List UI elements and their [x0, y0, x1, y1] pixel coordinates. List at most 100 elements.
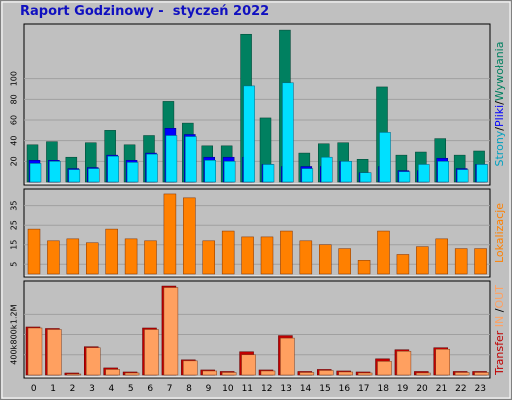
locations-panel-tick-label: 35: [10, 201, 19, 211]
bar-in-out-7: [163, 287, 179, 376]
bar-in-out-18: [377, 361, 392, 376]
bar-strony-17: [359, 172, 372, 183]
transfer-panel-frame: [23, 280, 491, 379]
hour-label-21: 21: [436, 384, 447, 394]
hour-label-4: 4: [109, 384, 115, 394]
visits-panel-tick-label: 60: [10, 115, 19, 125]
legend-locations-part: Lokalizacje: [493, 203, 506, 263]
bar-in-out-9: [202, 370, 217, 376]
bar-strony-14: [301, 168, 314, 183]
hour-label-3: 3: [89, 384, 95, 394]
bar-in-out-1: [47, 329, 62, 376]
visits-panel-frame: [23, 23, 491, 186]
bar-in-out-22: [454, 372, 470, 376]
bar-strony-3: [88, 168, 100, 183]
bar-lokalizacje-5: [124, 238, 138, 275]
hour-label-18: 18: [377, 384, 389, 394]
legend-visits: Strony/Pliki/Wywołania: [493, 42, 506, 167]
visits-panel-tick-label: 20: [10, 156, 19, 166]
hour-label-22: 22: [455, 384, 466, 394]
bar-strony-10: [223, 161, 236, 183]
bar-lokalizacje-17: [357, 260, 371, 275]
bar-in-out-5: [124, 372, 140, 376]
bar-in-out-10: [221, 372, 237, 376]
hour-label-10: 10: [222, 384, 234, 394]
hour-label-15: 15: [319, 384, 330, 394]
bar-strony-8: [185, 136, 197, 183]
bar-strony-18: [379, 132, 391, 183]
legend-transfer-part: /: [493, 308, 506, 312]
bar-lokalizacje-18: [377, 230, 390, 275]
bar-in-out-19: [396, 350, 412, 376]
legend-locations: Lokalizacje: [493, 203, 506, 263]
bar-in-out-8: [183, 360, 198, 376]
visits-panel-tick-label: 100: [10, 71, 19, 86]
bar-in-out-11: [241, 354, 256, 376]
legend-visits-part: Strony: [493, 130, 506, 166]
locations-panel-tick-label: 25: [10, 220, 19, 230]
bar-strony-0: [29, 163, 42, 183]
bar-lokalizacje-22: [454, 248, 468, 275]
bar-lokalizacje-15: [319, 244, 332, 275]
bar-in-out-14: [299, 372, 315, 376]
bar-strony-21: [437, 161, 449, 183]
bar-lokalizacje-13: [280, 230, 293, 275]
bar-in-out-16: [338, 371, 353, 376]
bar-strony-5: [126, 162, 139, 183]
bar-lokalizacje-20: [416, 246, 429, 275]
bar-in-out-15: [319, 370, 334, 376]
hour-label-6: 6: [147, 384, 153, 394]
bar-in-out-23: [474, 372, 489, 376]
bar-in-out-4: [105, 369, 120, 376]
hour-label-0: 0: [31, 384, 37, 394]
legend-visits-part: /: [493, 101, 506, 105]
locations-panel-tick-label: 5: [10, 262, 19, 267]
bar-lokalizacje-1: [47, 240, 60, 275]
bar-in-out-17: [357, 372, 373, 376]
transfer-panel-tick-label: 400k: [10, 344, 19, 364]
hour-label-20: 20: [416, 384, 428, 394]
bar-in-out-13: [280, 337, 295, 376]
bar-lokalizacje-2: [66, 238, 80, 275]
hour-label-9: 9: [206, 384, 212, 394]
bar-strony-9: [204, 160, 216, 183]
bar-lokalizacje-14: [299, 240, 313, 275]
bar-strony-15: [321, 156, 333, 183]
bar-lokalizacje-8: [183, 197, 196, 275]
bar-strony-20: [418, 164, 430, 183]
bar-lokalizacje-3: [86, 242, 99, 275]
bar-strony-6: [146, 153, 158, 183]
hour-label-2: 2: [70, 384, 76, 394]
bar-lokalizacje-23: [474, 248, 487, 275]
hour-label-17: 17: [358, 384, 369, 394]
hour-label-1: 1: [50, 384, 56, 394]
visits-panel-tick-label: 80: [10, 94, 19, 104]
bar-lokalizacje-11: [241, 236, 254, 275]
bar-lokalizacje-4: [105, 228, 118, 275]
bar-lokalizacje-10: [221, 230, 235, 275]
bar-strony-4: [107, 155, 119, 183]
legend-transfer-part: OUT: [493, 285, 506, 309]
hour-label-8: 8: [186, 384, 192, 394]
hour-label-12: 12: [261, 384, 272, 394]
legend-visits-part: /: [493, 127, 506, 131]
bar-strony-7: [165, 135, 178, 183]
bar-strony-11: [243, 85, 255, 183]
legend-transfer-part: IN: [493, 312, 506, 330]
bar-lokalizacje-21: [435, 238, 448, 275]
bar-in-out-6: [144, 329, 159, 376]
bar-strony-1: [49, 161, 61, 183]
bar-lokalizacje-0: [27, 228, 41, 275]
bar-in-out-21: [435, 348, 450, 376]
bar-strony-16: [340, 161, 352, 183]
hour-label-19: 19: [397, 384, 409, 394]
legend-visits-part: Pliki: [493, 105, 506, 127]
transfer-panel-tick-label: 800k: [10, 324, 19, 344]
bar-strony-2: [68, 169, 81, 183]
bar-in-out-12: [260, 370, 276, 376]
bar-in-out-0: [27, 327, 43, 376]
bar-in-out-20: [416, 372, 431, 376]
